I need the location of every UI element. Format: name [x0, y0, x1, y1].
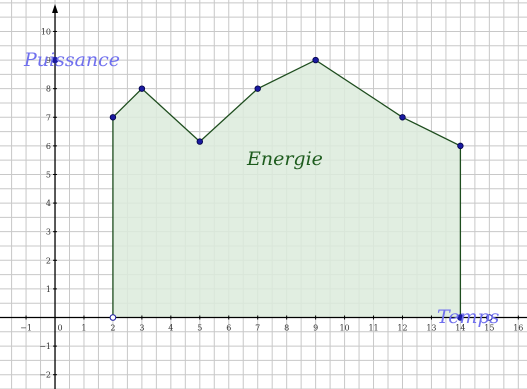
data-point [399, 114, 406, 121]
y-tick-label: 1 [46, 285, 51, 294]
x-tick-label: 13 [426, 323, 436, 332]
y-tick-label: −1 [39, 342, 51, 351]
x-tick-label: 6 [226, 323, 231, 332]
x-tick-label: 2 [110, 323, 115, 332]
y-tick-label: 4 [46, 199, 51, 208]
y-tick-label: −2 [39, 371, 51, 380]
y-tick-label: 9 [46, 56, 51, 65]
x-tick-label: 8 [284, 323, 289, 332]
area-label: Energie [246, 148, 323, 170]
data-point [109, 114, 117, 121]
y-tick-label: 7 [46, 113, 51, 122]
x-tick-label: 1 [81, 323, 86, 332]
data-point [254, 85, 261, 92]
axis-point [457, 314, 464, 321]
x-tick-label: 7 [255, 323, 260, 332]
data-point [312, 56, 319, 64]
x-tick-label: 14 [455, 323, 465, 332]
axis-point [51, 56, 59, 64]
x-tick-label: 5 [197, 323, 202, 332]
x-tick-label: 15 [484, 323, 494, 332]
data-point [457, 142, 464, 150]
x-tick-label: 10 [339, 323, 349, 332]
y-axis-label: Puissance [23, 49, 120, 71]
axis-point [109, 314, 117, 321]
y-axis-arrow [52, 4, 59, 13]
data-points [51, 56, 493, 321]
axis-point [486, 314, 493, 321]
y-tick-label: 10 [41, 27, 51, 36]
y-tick-label: 3 [46, 228, 51, 237]
data-point [196, 138, 203, 145]
y-tick-label: 2 [46, 256, 51, 265]
axes [0, 4, 527, 389]
y-tick-label: 5 [46, 170, 51, 179]
tick-labels: −1 0 1 2 3 4 5 6 7 8 9 10 11 12 13 14 15 16−2−11234567891… [20, 27, 523, 379]
area-layer [112, 59, 462, 318]
x-tick-label: 4 [168, 323, 173, 332]
x-tick-label: 11 [368, 323, 378, 332]
x-tick-label: −1 [20, 323, 32, 332]
x-tick-label: 12 [397, 323, 407, 332]
y-tick-label: 6 [46, 142, 51, 151]
energy-area [112, 60, 461, 318]
y-tick-label: 8 [46, 85, 51, 94]
data-point [138, 85, 146, 92]
x-tick-label: 16 [513, 323, 523, 332]
x-tick-label: 0 [57, 323, 62, 332]
x-tick-label: 3 [139, 323, 144, 332]
x-axis-label: Temps [437, 306, 500, 328]
x-tick-label: 9 [313, 323, 318, 332]
